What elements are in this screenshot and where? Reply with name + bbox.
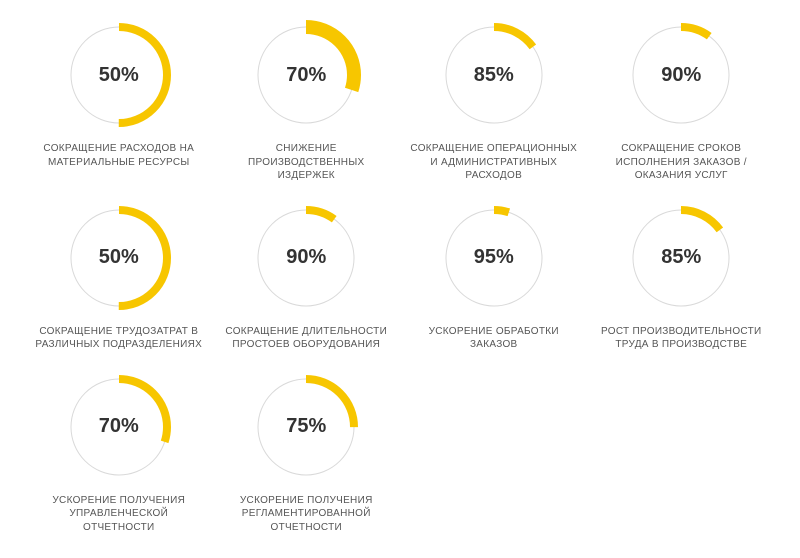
metric-caption: УСКОРЕНИЕ ПОЛУЧЕНИЯ УПРАВЛЕНЧЕСКОЙ ОТЧЕТ… (34, 494, 204, 535)
metric-card: 70% УСКОРЕНИЕ ПОЛУЧЕНИЯ УПРАВЛЕНЧЕСКОЙ ОТ… (30, 372, 208, 535)
donut-chart: 50% (64, 20, 174, 130)
metric-card: 70% СНИЖЕНИЕ ПРОИЗВОДСТВЕННЫХ ИЗДЕРЖЕК (218, 20, 396, 183)
metric-value: 95% (439, 203, 549, 313)
metric-card: 95% УСКОРЕНИЕ ОБРАБОТКИ ЗАКАЗОВ (405, 203, 583, 352)
donut-chart: 85% (439, 20, 549, 130)
metric-value: 70% (64, 372, 174, 482)
metric-value: 50% (64, 20, 174, 130)
metric-caption: СОКРАЩЕНИЕ РАСХОДОВ НА МАТЕРИАЛЬНЫЕ РЕСУ… (34, 142, 204, 169)
metrics-grid: 50% СОКРАЩЕНИЕ РАСХОДОВ НА МАТЕРИАЛЬНЫЕ Р… (30, 20, 770, 534)
metric-caption: СНИЖЕНИЕ ПРОИЗВОДСТВЕННЫХ ИЗДЕРЖЕК (221, 142, 391, 183)
donut-chart: 95% (439, 203, 549, 313)
metric-value: 50% (64, 203, 174, 313)
metric-card: 90% СОКРАЩЕНИЕ СРОКОВ ИСПОЛНЕНИЯ ЗАКАЗОВ … (593, 20, 771, 183)
metric-card: 50% СОКРАЩЕНИЕ ТРУДОЗАТРАТ В РАЗЛИЧНЫХ ПО… (30, 203, 208, 352)
donut-chart: 90% (251, 203, 361, 313)
metric-card: 50% СОКРАЩЕНИЕ РАСХОДОВ НА МАТЕРИАЛЬНЫЕ Р… (30, 20, 208, 183)
metric-caption: РОСТ ПРОИЗВОДИТЕЛЬНОСТИ ТРУДА В ПРОИЗВОД… (596, 325, 766, 352)
donut-chart: 70% (64, 372, 174, 482)
metric-card: 75% УСКОРЕНИЕ ПОЛУЧЕНИЯ РЕГЛАМЕНТИРОВАННО… (218, 372, 396, 535)
donut-chart: 75% (251, 372, 361, 482)
metric-caption: СОКРАЩЕНИЕ ОПЕРАЦИОННЫХ И АДМИНИСТРАТИВН… (409, 142, 579, 183)
donut-chart: 85% (626, 203, 736, 313)
metric-value: 85% (626, 203, 736, 313)
metric-caption: УСКОРЕНИЕ ОБРАБОТКИ ЗАКАЗОВ (409, 325, 579, 352)
metric-caption: СОКРАЩЕНИЕ СРОКОВ ИСПОЛНЕНИЯ ЗАКАЗОВ / О… (596, 142, 766, 183)
metric-caption: УСКОРЕНИЕ ПОЛУЧЕНИЯ РЕГЛАМЕНТИРОВАННОЙ О… (221, 494, 391, 535)
metric-value: 85% (439, 20, 549, 130)
metric-value: 75% (251, 372, 361, 482)
metric-caption: СОКРАЩЕНИЕ ДЛИТЕЛЬНОСТИ ПРОСТОЕВ ОБОРУДО… (221, 325, 391, 352)
metric-card: 90% СОКРАЩЕНИЕ ДЛИТЕЛЬНОСТИ ПРОСТОЕВ ОБОР… (218, 203, 396, 352)
metric-card: 85% СОКРАЩЕНИЕ ОПЕРАЦИОННЫХ И АДМИНИСТРАТ… (405, 20, 583, 183)
donut-chart: 50% (64, 203, 174, 313)
metric-caption: СОКРАЩЕНИЕ ТРУДОЗАТРАТ В РАЗЛИЧНЫХ ПОДРА… (34, 325, 204, 352)
metric-value: 90% (626, 20, 736, 130)
metric-value: 70% (251, 20, 361, 130)
donut-chart: 70% (251, 20, 361, 130)
metric-value: 90% (251, 203, 361, 313)
donut-chart: 90% (626, 20, 736, 130)
metric-card: 85% РОСТ ПРОИЗВОДИТЕЛЬНОСТИ ТРУДА В ПРОИЗ… (593, 203, 771, 352)
